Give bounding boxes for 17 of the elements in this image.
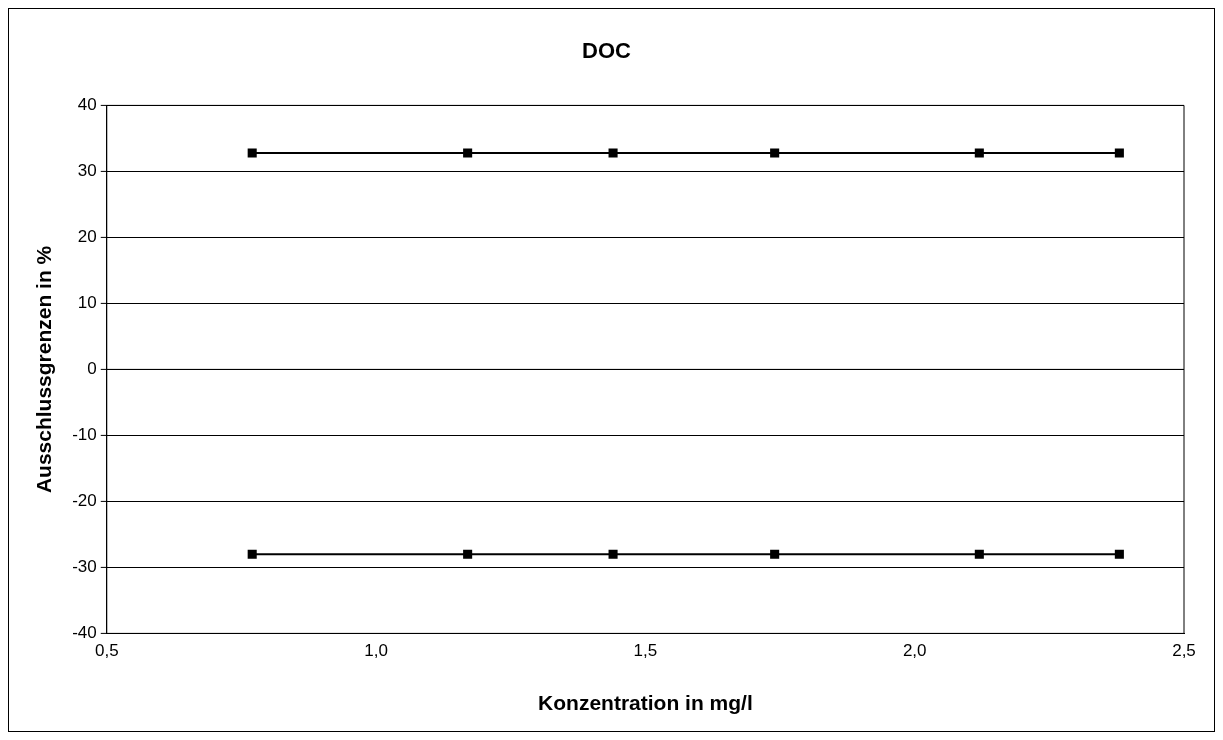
- y-tick-label: -40: [72, 623, 97, 643]
- x-tick-label: 1,0: [364, 641, 388, 661]
- y-tick-label: -10: [72, 425, 97, 445]
- y-tick-label: 40: [77, 95, 97, 115]
- x-tick-label: 1,5: [633, 641, 658, 661]
- y-tick-label: -30: [72, 557, 97, 577]
- x-tick-label: 2,0: [902, 641, 927, 661]
- y-axis-title: Ausschlussgrenzen in %: [32, 245, 56, 494]
- y-tick-label: 30: [77, 161, 97, 181]
- y-tick-label: -20: [72, 491, 97, 511]
- x-tick-label: 0,5: [94, 641, 119, 661]
- x-tick-label: 2,5: [1172, 641, 1196, 661]
- y-tick-label: 0: [87, 359, 97, 379]
- y-tick-label: 20: [77, 227, 97, 247]
- y-tick-label: 10: [77, 293, 97, 313]
- x-axis-title: Konzentration in mg/l: [538, 691, 753, 715]
- chart-title: DOC: [582, 38, 632, 64]
